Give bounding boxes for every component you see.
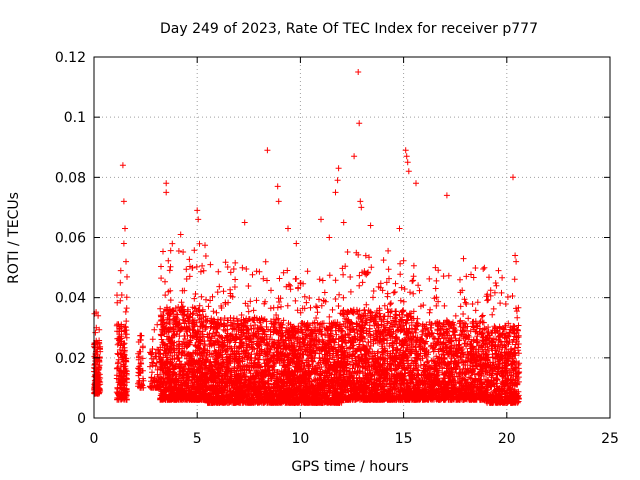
- x-tick-label: 5: [193, 431, 202, 447]
- plot-frame: [93, 56, 611, 419]
- x-tick-label: 10: [291, 431, 309, 447]
- y-tick-labels: 0 0.02 0.04 0.06 0.08 0.1 0.12: [55, 50, 86, 427]
- x-tick-label: 15: [395, 431, 413, 447]
- y-tick-label: 0.1: [64, 110, 86, 126]
- y-tick-label: 0.04: [55, 291, 86, 307]
- x-tick-label: 25: [601, 431, 619, 447]
- x-tick-labels: 0 5 10 15 20 25: [90, 431, 619, 447]
- chart-title: Day 249 of 2023, Rate Of TEC Index for r…: [160, 21, 538, 37]
- x-axis-label: GPS time / hours: [291, 459, 408, 475]
- y-tick-label: 0.02: [55, 351, 86, 367]
- y-tick-label: 0: [77, 411, 86, 427]
- y-axis-label: ROTI / TECUs: [6, 192, 22, 284]
- y-tick-label: 0.06: [55, 231, 86, 247]
- y-tick-label: 0.08: [55, 170, 86, 186]
- x-tick-label: 0: [90, 431, 99, 447]
- y-tick-label: 0.12: [55, 50, 86, 66]
- x-tick-label: 20: [498, 431, 516, 447]
